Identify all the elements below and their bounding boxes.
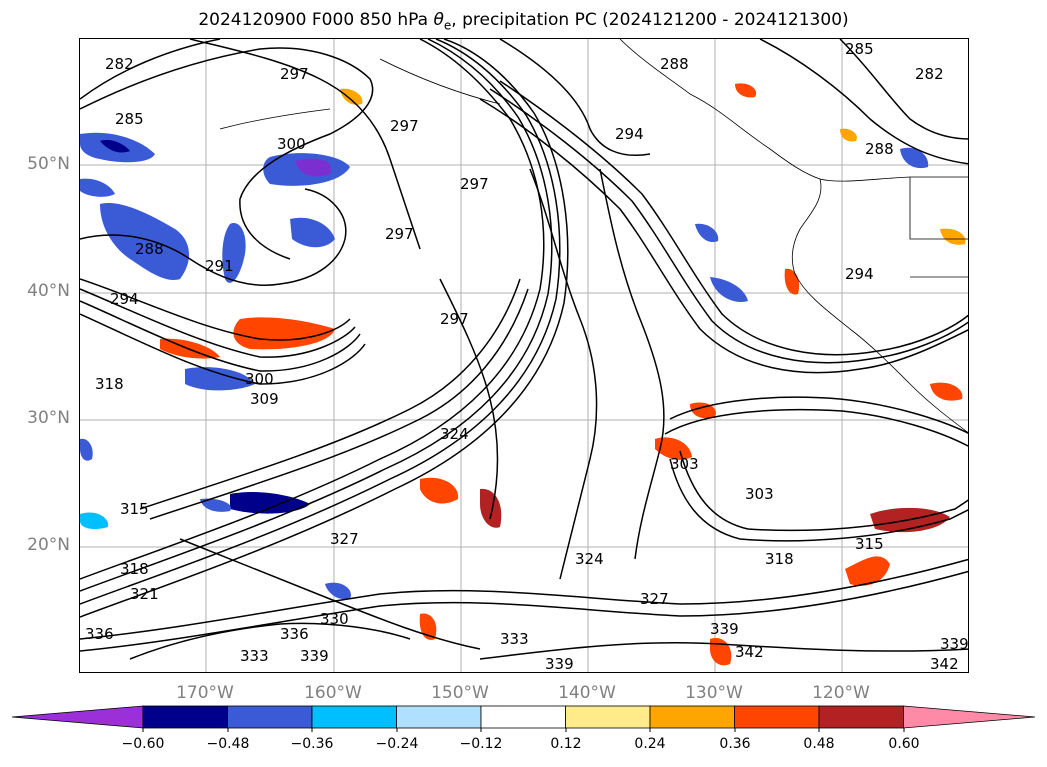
map-panel: 282 285 297 300 297 294 288 285 282 288 … bbox=[79, 38, 969, 673]
contour-label: 330 bbox=[320, 610, 349, 628]
contour-label: 315 bbox=[120, 500, 149, 518]
contour-label: 282 bbox=[105, 55, 134, 73]
precip-positive-patches bbox=[160, 83, 966, 666]
contour-label: 291 bbox=[205, 257, 234, 275]
contour-label: 339 bbox=[940, 635, 969, 653]
contour-label: 288 bbox=[660, 55, 689, 73]
contour-label: 288 bbox=[135, 240, 164, 258]
colorbar-tick-label: 0.60 bbox=[888, 736, 920, 752]
colorbar-extend-low bbox=[11, 705, 144, 729]
contour-label: 336 bbox=[85, 625, 114, 643]
contour-label: 285 bbox=[845, 40, 874, 58]
colorbar-segment bbox=[734, 705, 820, 729]
contour-label: 297 bbox=[460, 175, 489, 193]
contour-label: 288 bbox=[865, 140, 894, 158]
contour-label: 303 bbox=[670, 455, 699, 473]
contour-label: 324 bbox=[440, 425, 469, 443]
contour-label: 285 bbox=[115, 110, 144, 128]
lon-label: 150°W bbox=[431, 683, 489, 703]
colorbar-tick-label: −0.48 bbox=[206, 736, 250, 752]
contour-label: 297 bbox=[440, 310, 469, 328]
lat-label: 50°N bbox=[27, 154, 70, 174]
lat-label: 20°N bbox=[27, 535, 70, 555]
lon-label: 170°W bbox=[176, 683, 234, 703]
lon-label: 130°W bbox=[685, 683, 743, 703]
colorbar-segment bbox=[565, 705, 651, 729]
contour-label: 324 bbox=[575, 550, 604, 568]
colorbar-segment bbox=[649, 705, 735, 729]
contour-label: 297 bbox=[280, 65, 309, 83]
contour-label: 300 bbox=[245, 370, 274, 388]
contour-label: 342 bbox=[930, 655, 959, 673]
contour-label: 297 bbox=[390, 117, 419, 135]
contour-label: 315 bbox=[855, 535, 884, 553]
colorbar-segment bbox=[480, 705, 566, 729]
coastlines bbox=[219, 39, 968, 433]
contour-label: 282 bbox=[915, 65, 944, 83]
contour-label: 297 bbox=[385, 225, 414, 243]
contour-label: 321 bbox=[130, 585, 159, 603]
contour-label: 318 bbox=[120, 560, 149, 578]
precip-negative-patches bbox=[80, 132, 929, 600]
contour-label: 333 bbox=[240, 647, 269, 665]
colorbar-segment bbox=[227, 705, 313, 729]
contour-label: 318 bbox=[95, 375, 124, 393]
colorbar-extend-high bbox=[903, 705, 1036, 729]
contour-label: 294 bbox=[845, 265, 874, 283]
contour-label: 294 bbox=[615, 125, 644, 143]
contour-label: 339 bbox=[545, 655, 574, 673]
colorbar-tick-label: −0.12 bbox=[459, 736, 503, 752]
colorbar-tick-label: −0.36 bbox=[290, 736, 334, 752]
colorbar-segment bbox=[142, 705, 228, 729]
colorbar-segment bbox=[818, 705, 904, 729]
contour-labels: 282 285 297 300 297 294 288 285 282 288 … bbox=[85, 40, 969, 673]
contour-label: 327 bbox=[640, 590, 669, 608]
contour-label: 309 bbox=[250, 390, 279, 408]
lon-label: 160°W bbox=[304, 683, 362, 703]
colorbar-segment bbox=[311, 705, 397, 729]
contour-label: 300 bbox=[277, 135, 306, 153]
contour-label: 339 bbox=[710, 620, 739, 638]
colorbar-tick-label: 0.36 bbox=[719, 736, 751, 752]
contour-label: 336 bbox=[280, 625, 309, 643]
lon-label: 140°W bbox=[558, 683, 616, 703]
colorbar-tick-label: 0.48 bbox=[803, 736, 835, 752]
contour-label: 294 bbox=[110, 290, 139, 308]
colorbar-ticks bbox=[142, 728, 905, 732]
contour-label: 339 bbox=[300, 647, 329, 665]
colorbar-tick-label: −0.24 bbox=[375, 736, 419, 752]
theta-e-contours bbox=[80, 39, 968, 660]
colorbar-tick-label: 0.24 bbox=[634, 736, 666, 752]
chart-title: 2024120900 F000 850 hPa θe, precipitatio… bbox=[198, 10, 849, 33]
contour-label: 318 bbox=[765, 550, 794, 568]
contour-label: 342 bbox=[735, 643, 764, 661]
contour-label: 333 bbox=[500, 630, 529, 648]
lon-label: 120°W bbox=[812, 683, 870, 703]
contour-label: 327 bbox=[330, 530, 359, 548]
colorbar-segment bbox=[396, 705, 482, 729]
lat-label: 30°N bbox=[27, 408, 70, 428]
colorbar bbox=[11, 705, 1036, 732]
colorbar-tick-label: −0.60 bbox=[121, 736, 165, 752]
map-plot: 282 285 297 300 297 294 288 285 282 288 … bbox=[80, 39, 969, 673]
colorbar-tick-label: 0.12 bbox=[550, 736, 582, 752]
colorbar-segments bbox=[11, 705, 1036, 729]
lat-label: 40°N bbox=[27, 281, 70, 301]
contour-label: 303 bbox=[745, 485, 774, 503]
